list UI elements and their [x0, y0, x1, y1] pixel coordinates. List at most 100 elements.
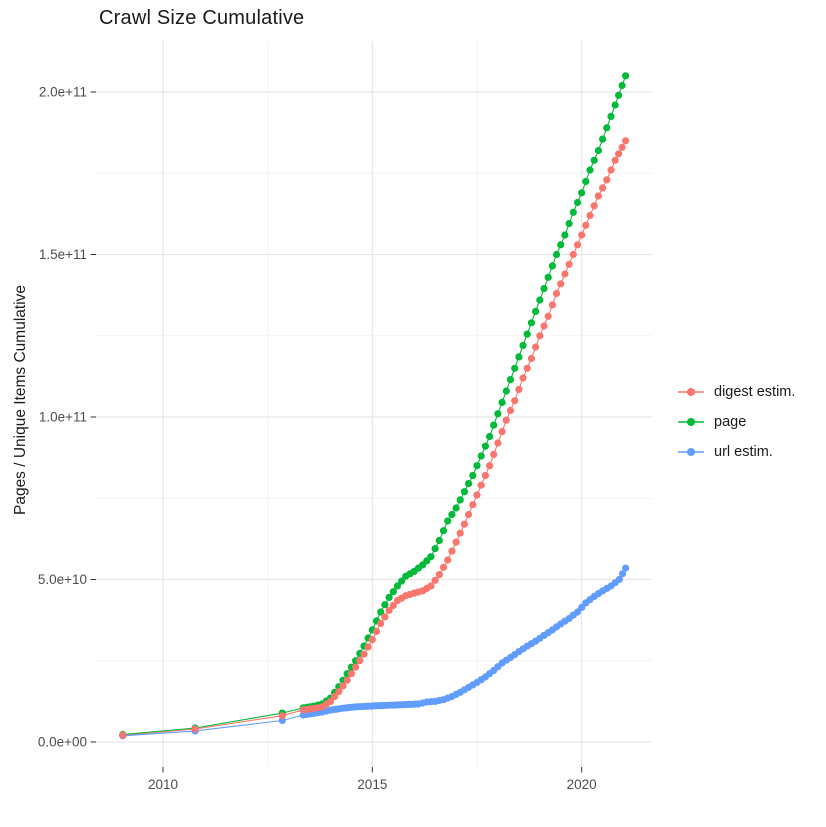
data-point-digest-estim-: [603, 176, 611, 184]
data-point-digest-estim-: [326, 697, 335, 706]
data-point-page: [569, 208, 577, 216]
data-point-page: [439, 527, 448, 535]
data-point-digest-estim-: [191, 725, 199, 733]
data-point-page: [536, 296, 544, 304]
data-point-digest-estim-: [452, 538, 460, 546]
data-point-digest-estim-: [389, 601, 397, 610]
legend-key-dot: [687, 418, 695, 426]
data-point-page: [431, 545, 439, 553]
data-point-page: [398, 577, 406, 585]
data-point-page: [552, 250, 561, 259]
plot-title: Crawl Size Cumulative: [99, 7, 305, 29]
legend-key-dot: [687, 448, 695, 456]
data-point-url-estim-: [622, 564, 630, 572]
legend-item-digest-estim-: digest estim.: [678, 377, 795, 407]
data-point-digest-estim-: [377, 619, 385, 628]
data-point-page: [618, 81, 626, 90]
legend-label-digest-estim-: digest estim.: [714, 384, 796, 400]
data-point-digest-estim-: [615, 150, 623, 158]
series-line-digest-estim-: [122, 140, 627, 736]
data-point-digest-estim-: [532, 343, 540, 351]
data-point-digest-estim-: [469, 501, 477, 509]
data-point-page: [622, 72, 630, 80]
data-point-page: [573, 198, 582, 207]
data-point-page: [611, 101, 619, 109]
data-point-digest-estim-: [439, 563, 448, 571]
data-point-digest-estim-: [607, 166, 615, 174]
data-point-digest-estim-: [586, 211, 594, 220]
data-point-page: [506, 376, 515, 384]
y-tick-label: 1.5e+11: [39, 247, 87, 262]
data-point-page: [385, 593, 393, 602]
data-point-digest-estim-: [573, 241, 582, 249]
data-point-digest-estim-: [490, 450, 498, 458]
data-point-page: [548, 262, 557, 270]
data-point-digest-estim-: [356, 657, 364, 665]
x-tick-label: 2015: [357, 777, 387, 792]
data-point-page: [540, 285, 548, 293]
data-point-page: [565, 220, 573, 228]
data-point-digest-estim-: [435, 571, 443, 579]
data-point-digest-estim-: [372, 627, 381, 636]
data-point-digest-estim-: [385, 606, 393, 615]
data-point-page: [469, 471, 477, 480]
data-point-digest-estim-: [594, 192, 603, 200]
data-point-page: [481, 442, 489, 450]
data-point-page: [544, 273, 552, 281]
data-point-digest-estim-: [498, 428, 506, 436]
data-point-digest-estim-: [364, 643, 372, 651]
data-point-digest-estim-: [339, 682, 347, 690]
data-point-page: [527, 319, 536, 327]
data-point-digest-estim-: [569, 250, 577, 259]
data-point-url-estim-: [573, 608, 582, 616]
data-point-page: [377, 608, 385, 616]
legend-key-icon: [678, 445, 704, 459]
data-point-digest-estim-: [347, 670, 355, 678]
data-point-digest-estim-: [599, 184, 607, 192]
data-point-page: [498, 398, 506, 406]
data-point-digest-estim-: [515, 385, 523, 393]
data-point-digest-estim-: [502, 416, 510, 424]
data-point-digest-estim-: [540, 322, 548, 330]
legend-key-icon: [678, 385, 704, 399]
data-point-digest-estim-: [444, 556, 452, 564]
data-point-digest-estim-: [582, 221, 590, 229]
data-point-page: [477, 452, 485, 460]
y-tick-label: 1.0e+11: [39, 409, 87, 424]
data-point-page: [603, 124, 611, 132]
data-point-digest-estim-: [494, 439, 502, 447]
data-point-page: [561, 231, 569, 239]
data-point-page: [490, 421, 498, 429]
data-point-digest-estim-: [473, 491, 481, 499]
data-point-digest-estim-: [565, 260, 573, 268]
data-point-url-estim-: [618, 570, 627, 578]
data-point-digest-estim-: [431, 576, 439, 584]
legend-key-dot: [687, 388, 695, 396]
data-point-digest-estim-: [460, 520, 468, 528]
data-point-digest-estim-: [477, 481, 485, 489]
data-point-digest-estim-: [544, 312, 552, 320]
data-point-page: [444, 517, 452, 525]
data-point-digest-estim-: [578, 231, 586, 239]
data-point-page: [599, 135, 607, 143]
data-point-digest-estim-: [465, 510, 473, 519]
data-point-digest-estim-: [506, 406, 515, 415]
data-point-page: [511, 364, 519, 372]
legend-key-icon: [678, 415, 704, 429]
data-point-page: [465, 480, 473, 488]
data-point-page: [515, 353, 523, 361]
data-point-digest-estim-: [622, 137, 630, 145]
data-point-page: [486, 432, 494, 441]
data-point-digest-estim-: [519, 374, 527, 382]
data-point-digest-estim-: [561, 270, 569, 278]
data-point-digest-estim-: [552, 289, 561, 298]
y-tick-label: 0.0e+00: [38, 734, 87, 749]
data-point-page: [519, 341, 527, 350]
data-point-digest-estim-: [331, 692, 339, 701]
data-point-digest-estim-: [611, 156, 619, 164]
data-point-page: [532, 307, 540, 315]
data-point-digest-estim-: [557, 280, 565, 288]
data-point-page: [381, 601, 389, 609]
data-point-page: [582, 177, 590, 185]
